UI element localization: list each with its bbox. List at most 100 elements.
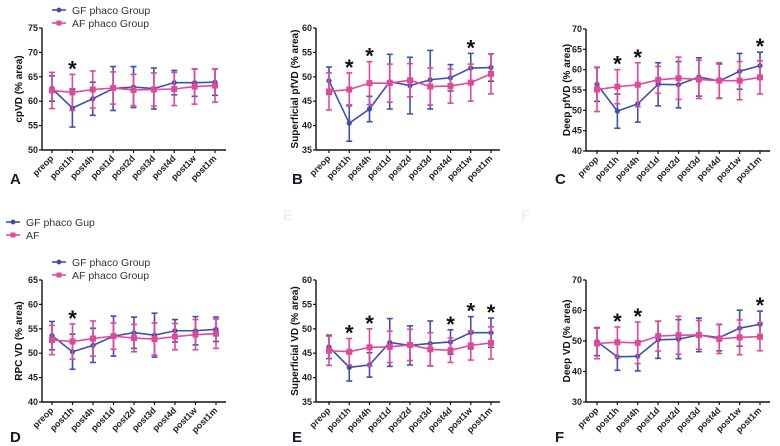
data-point [716,77,723,84]
y-tick-label: 70 [28,47,38,57]
significance-star: * [345,55,354,80]
significance-star: * [446,312,455,337]
y-tick-label: 40 [572,367,582,377]
data-point [212,82,218,89]
data-point [346,364,352,370]
significance-star: * [68,306,77,331]
data-point [366,344,373,351]
panel-letter: F [555,429,564,446]
series-af [49,68,218,112]
legend-marker-af [56,272,62,278]
panel-letter: E [292,429,302,446]
panel-c: 40455055606570preoppost1hpost4hpost1dpos… [555,24,770,188]
data-point [69,338,76,345]
y-tick-label: 60 [302,23,312,33]
series-af [49,318,219,360]
y-tick-label: 50 [302,72,312,82]
y-tick-label: 75 [28,23,38,33]
data-point [326,88,332,95]
y-tick-label: 40 [302,373,312,383]
data-point [736,77,743,84]
faint-letter-f: F [521,207,530,224]
data-point [467,79,474,86]
significance-star: * [466,299,475,324]
data-point [407,77,413,84]
data-point [594,86,600,93]
y-tick-label: 65 [28,275,38,285]
data-point [346,348,353,355]
data-point [488,339,494,346]
panel-letter: D [10,429,21,446]
significance-star: * [466,35,475,60]
stray-legend-label-af: AF [26,230,39,242]
series-af [326,326,494,367]
y-tick-label: 45 [572,126,582,136]
significance-star: * [365,311,374,336]
significance-star: * [613,52,622,77]
y-tick-label: 45 [302,96,312,106]
data-point [716,335,723,342]
y-tick-label: 70 [572,275,582,285]
y-tick-label: 30 [572,397,582,407]
data-point [655,333,662,340]
y-tick-label: 65 [28,72,38,82]
data-point [695,76,702,83]
legend-label-af: AF phaco Group [72,270,149,282]
y-axis-label: Superficial pfVD (% area) [290,30,301,149]
data-point [594,340,600,347]
y-tick-label: 45 [302,348,312,358]
y-tick-label: 55 [28,324,38,334]
data-point [386,80,393,87]
series-af [594,56,763,113]
significance-star: * [633,45,642,70]
data-point [757,333,763,340]
data-point [69,89,76,96]
data-point [346,86,353,93]
y-tick-label: 45 [28,373,38,383]
data-point [90,335,96,342]
data-point [110,85,117,92]
data-point [172,333,178,340]
data-point [346,120,352,126]
significance-star: * [68,56,77,81]
data-point [386,343,393,350]
y-tick-label: 40 [28,397,38,407]
y-tick-label: 55 [572,85,582,95]
y-axis-label: Deep VD (% area) [562,300,573,383]
y-tick-label: 50 [572,336,582,346]
y-axis-label: cpVD (% area) [14,55,25,122]
data-point [89,86,96,93]
data-point [614,339,621,346]
stray-legend-item-af: AF [6,230,39,242]
y-tick-label: 60 [28,299,38,309]
panels: 505560657075preoppost1hpost4hpost1dpost2… [10,5,770,446]
data-point [326,347,332,354]
stray-legend: GF phaco Gup AF [6,217,95,242]
data-point [447,83,454,90]
y-tick-label: 55 [28,121,38,131]
legend-marker-af [56,20,62,26]
data-point [407,341,413,348]
y-tick-label: 70 [572,24,582,34]
panel-letter: A [10,171,21,188]
y-tick-label: 55 [302,47,312,57]
significance-star: * [756,34,765,59]
data-point [655,76,662,83]
significance-star: * [633,304,642,329]
data-point [488,70,494,77]
data-point [634,339,641,346]
data-point [213,330,219,337]
data-point [634,81,641,88]
y-tick-label: 60 [572,306,582,316]
panel-letter: B [292,171,303,188]
data-point [614,108,620,114]
data-point [49,337,55,344]
data-point [675,75,682,82]
data-point [757,74,763,81]
data-point [366,106,373,112]
panel-d: 404550556065preoppost1hpost4hpost1dpost2… [10,257,226,446]
data-point [171,86,178,92]
